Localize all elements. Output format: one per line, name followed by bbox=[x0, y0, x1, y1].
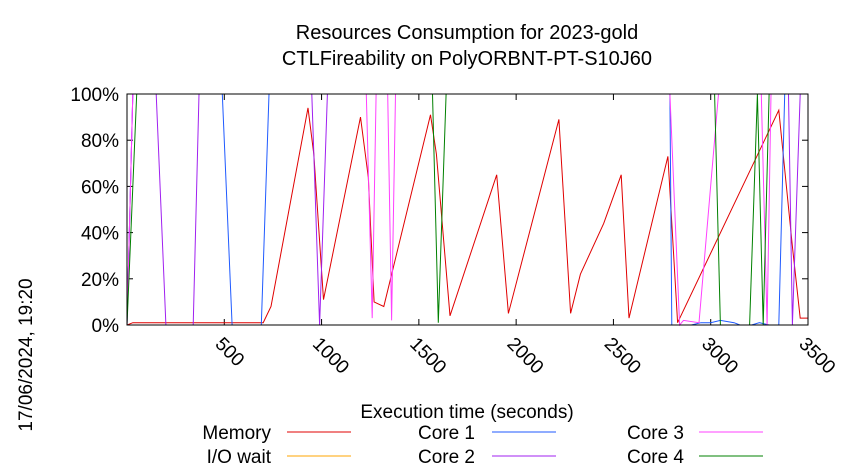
series-line-core-3 bbox=[126, 93, 808, 327]
series-line-core-1 bbox=[126, 93, 808, 326]
series-line-memory bbox=[126, 107, 808, 326]
legend-label: Core 2 bbox=[418, 447, 475, 468]
legend-label: I/O wait bbox=[207, 447, 272, 468]
x-tick-label: 1500 bbox=[405, 334, 450, 379]
series-line-core-2 bbox=[126, 93, 808, 326]
legend-label: Core 4 bbox=[627, 447, 684, 468]
y-tick-label: 20% bbox=[81, 270, 119, 291]
timestamp-label: 17/06/2024, 19:20 bbox=[16, 278, 37, 431]
x-tick-label: 500 bbox=[211, 334, 248, 371]
x-tick-label: 2000 bbox=[503, 334, 548, 379]
y-axis-ticks: 0% 20% 40% 60% 80% 100% bbox=[70, 85, 808, 337]
y-tick-label: 80% bbox=[81, 131, 119, 152]
legend-label: Core 3 bbox=[627, 423, 684, 444]
series-lines bbox=[126, 93, 808, 327]
y-tick-label: 100% bbox=[70, 85, 119, 106]
series-line-core-4 bbox=[126, 93, 808, 326]
chart-title-line2: CTLFireability on PolyORBNT-PT-S10J60 bbox=[282, 48, 652, 70]
y-tick-label: 40% bbox=[81, 224, 119, 245]
plot-frame bbox=[126, 93, 809, 326]
y-tick-label: 0% bbox=[92, 316, 120, 337]
x-axis-label: Execution time (seconds) bbox=[360, 402, 573, 423]
x-tick-label: 3500 bbox=[794, 334, 839, 379]
x-tick-label: 2500 bbox=[600, 334, 645, 379]
legend-label: Memory bbox=[202, 423, 271, 444]
chart-title-line1: Resources Consumption for 2023-gold bbox=[296, 22, 638, 44]
x-axis-ticks: 500 1000 1500 2000 2500 3000 3500 bbox=[211, 94, 839, 378]
y-tick-label: 60% bbox=[81, 177, 119, 198]
legend-label: Core 1 bbox=[418, 423, 475, 444]
x-tick-label: 1000 bbox=[308, 334, 353, 379]
legend: Memory I/O wait Core 1 Core 2 Core 3 Core 4 bbox=[202, 423, 763, 468]
x-tick-label: 3000 bbox=[697, 334, 742, 379]
